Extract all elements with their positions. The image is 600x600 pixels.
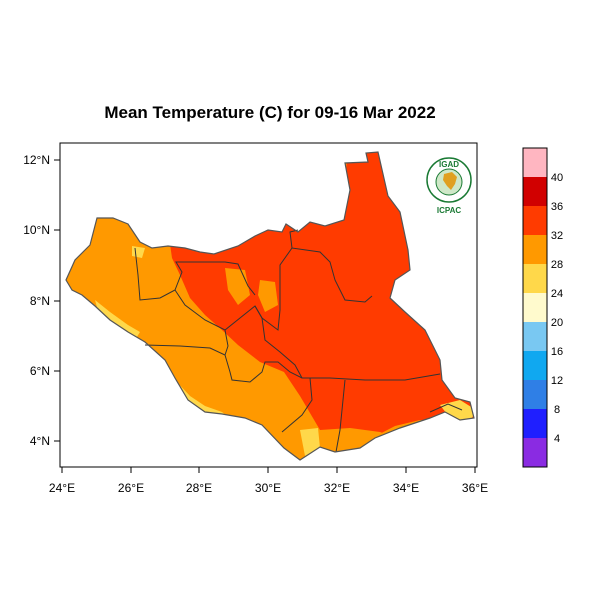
colorbar-label: 28 <box>551 259 563 271</box>
colorbar-swatch <box>523 235 547 264</box>
y-tick-label: 12°N <box>23 153 50 167</box>
y-tick-label: 8°N <box>30 294 50 308</box>
country-map <box>65 151 475 461</box>
colorbar-swatch <box>523 206 547 235</box>
colorbar-label: 40 <box>551 172 563 184</box>
y-tick-label: 10°N <box>23 223 50 237</box>
x-axis: 24°E 26°E 28°E 30°E 32°E 34°E 36°E <box>49 467 488 495</box>
country-outline <box>65 151 475 461</box>
x-tick-label: 30°E <box>255 481 281 495</box>
igad-icpac-logo: IGAD ICPAC <box>426 157 472 215</box>
zone-26-28 <box>95 300 140 340</box>
colorbar-swatch <box>523 293 547 322</box>
colorbar-swatch <box>523 322 547 351</box>
colorbar-label: 4 <box>554 433 560 445</box>
state-border <box>429 403 463 413</box>
state-border <box>261 317 303 379</box>
state-border <box>335 379 346 453</box>
colorbar-label: 36 <box>551 201 563 213</box>
colorbar-label: 8 <box>554 404 560 416</box>
state-border <box>254 305 263 319</box>
y-tick-label: 4°N <box>30 434 50 448</box>
logo-emblem-icon <box>426 157 472 203</box>
state-border <box>281 377 313 433</box>
x-tick-label: 24°E <box>49 481 75 495</box>
logo-top-text: IGAD <box>439 160 459 169</box>
colorbar-swatch <box>523 148 547 177</box>
colorbar-swatch <box>523 409 547 438</box>
y-tick-label: 6°N <box>30 364 50 378</box>
zone-26-28 <box>172 380 230 420</box>
state-borders <box>134 229 463 453</box>
map-title: Mean Temperature (C) for 09-16 Mar 2022 <box>104 103 436 122</box>
colorbar: 4 8 12 16 20 24 28 32 36 40 <box>522 147 563 468</box>
x-tick-label: 32°E <box>324 481 350 495</box>
colorbar-swatch <box>523 264 547 293</box>
colorbar-label: 24 <box>551 288 563 300</box>
logo-africa-icon <box>443 172 457 190</box>
colorbar-label: 12 <box>551 375 563 387</box>
colorbar-swatch <box>523 351 547 380</box>
state-border <box>144 344 441 383</box>
colorbar-swatch <box>523 438 547 467</box>
colorbar-label: 20 <box>551 317 563 329</box>
state-border <box>174 247 373 331</box>
colorbar-label: 32 <box>551 230 563 242</box>
x-tick-label: 28°E <box>186 481 212 495</box>
colorbar-swatch <box>523 177 547 206</box>
logo-bottom-text: ICPAC <box>437 206 462 215</box>
state-border <box>224 329 229 356</box>
x-tick-label: 36°E <box>462 481 488 495</box>
zone-26-28 <box>300 428 320 456</box>
colorbar-frame <box>522 147 548 468</box>
x-tick-label: 34°E <box>393 481 419 495</box>
colorbar-label: 16 <box>551 346 563 358</box>
state-border <box>134 247 256 301</box>
colorbar-swatch <box>523 380 547 409</box>
y-axis: 4°N 6°N 8°N 10°N 12°N <box>23 153 60 448</box>
x-tick-label: 26°E <box>118 481 144 495</box>
zone-28-32-pocket <box>258 280 278 312</box>
